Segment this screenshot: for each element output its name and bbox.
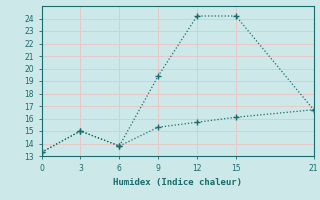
X-axis label: Humidex (Indice chaleur): Humidex (Indice chaleur) bbox=[113, 178, 242, 187]
